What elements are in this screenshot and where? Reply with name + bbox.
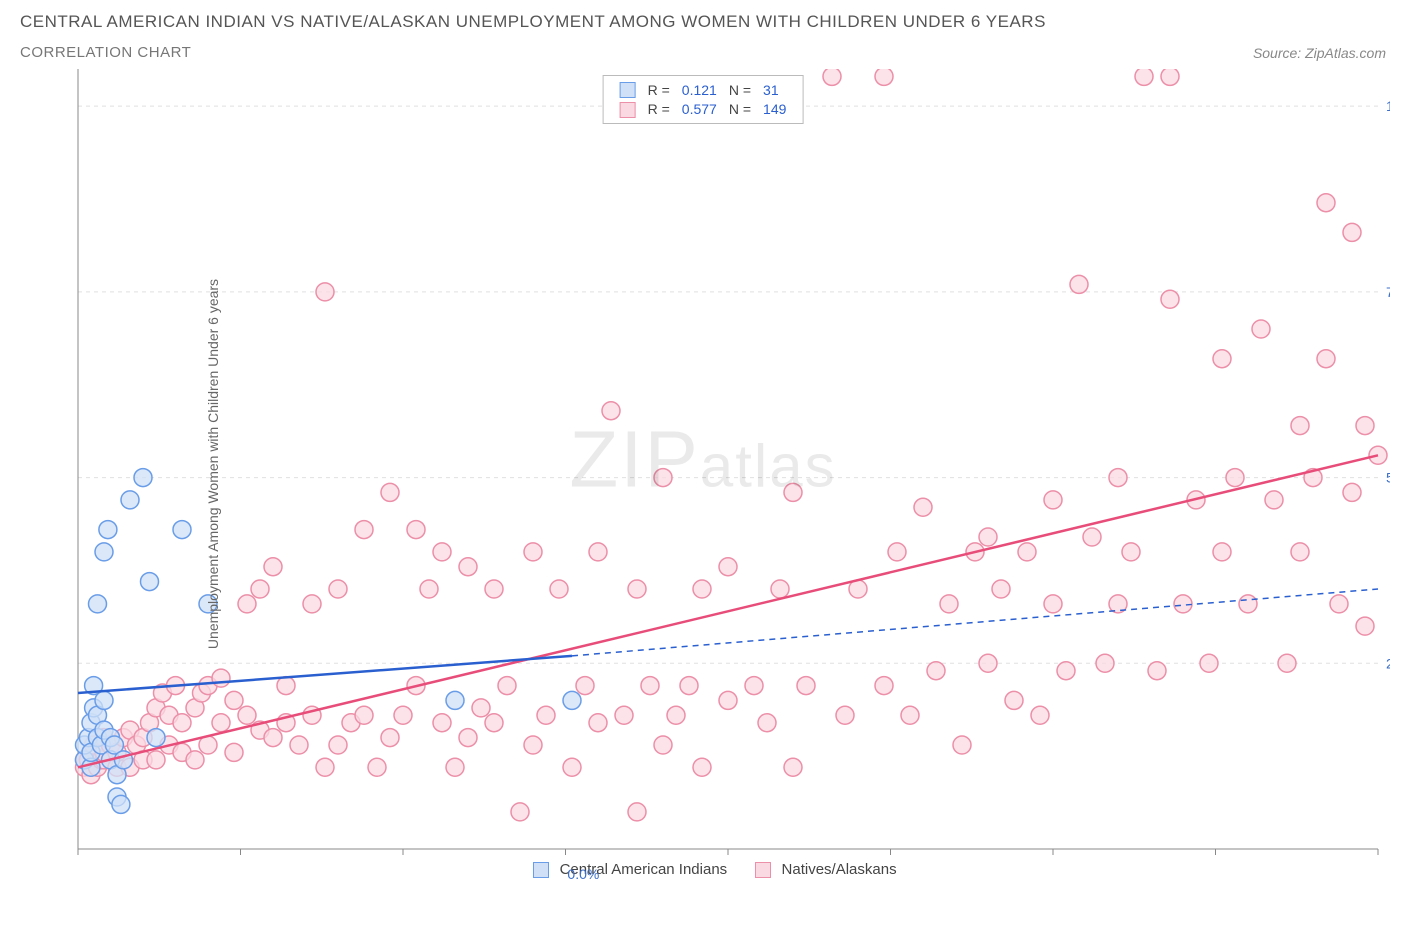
chart-title-line1: CENTRAL AMERICAN INDIAN VS NATIVE/ALASKA… bbox=[20, 12, 1046, 32]
legend-label-pink: Natives/Alaskans bbox=[782, 861, 897, 878]
legend-series: 0.0% Central American Indians Natives/Al… bbox=[20, 861, 1386, 878]
svg-text:75.0%: 75.0% bbox=[1386, 284, 1390, 300]
chart-area: Unemployment Among Women with Children U… bbox=[20, 69, 1386, 859]
x-min-label: 0.0% bbox=[567, 866, 599, 882]
svg-text:100.0%: 100.0% bbox=[1386, 98, 1390, 114]
chart-title-line2: CORRELATION CHART bbox=[20, 44, 1046, 61]
svg-text:100.0%: 100.0% bbox=[1321, 858, 1368, 859]
legend-stats: R =0.121 N =31 R =0.577 N =149 bbox=[603, 75, 804, 124]
svg-text:50.0%: 50.0% bbox=[1386, 470, 1390, 486]
y-axis-label: Unemployment Among Women with Children U… bbox=[205, 279, 221, 649]
legend-swatch-blue bbox=[533, 862, 549, 878]
legend-row-blue: R =0.121 N =31 bbox=[614, 80, 793, 99]
svg-text:25.0%: 25.0% bbox=[1386, 655, 1390, 671]
legend-row-pink: R =0.577 N =149 bbox=[614, 99, 793, 118]
scatter-plot: 25.0% 50.0% 75.0% 100.0% 100.0% bbox=[20, 69, 1390, 859]
legend-swatch-pink bbox=[755, 862, 771, 878]
source-label: Source: ZipAtlas.com bbox=[1253, 45, 1386, 61]
